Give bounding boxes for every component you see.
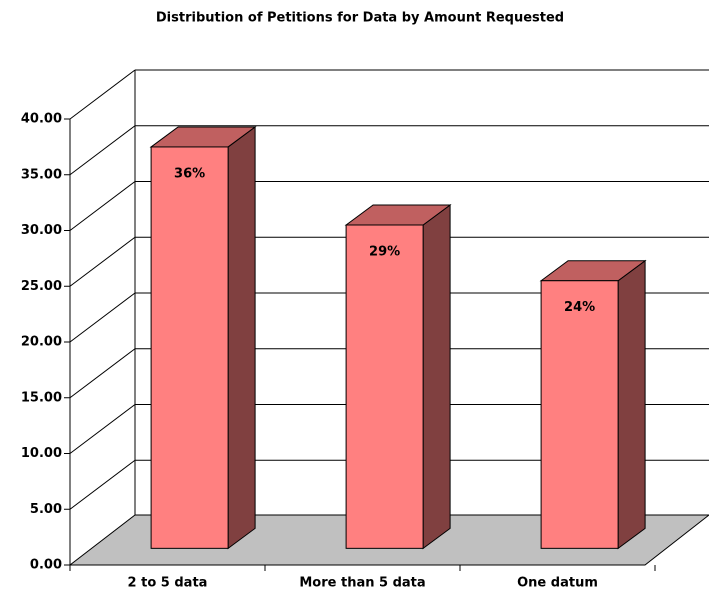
y-tick-label: 20.00 (21, 335, 62, 350)
y-tick-label: 25.00 (21, 279, 62, 294)
chart-title: Distribution of Petitions for Data by Am… (156, 11, 564, 26)
bar-side (422, 203, 451, 550)
x-tick-label: 2 to 5 data (128, 576, 208, 591)
y-tick-label: 40.00 (21, 112, 62, 127)
grid-line (69, 125, 136, 176)
y-tick-label: 0.00 (30, 558, 62, 573)
grid-line (69, 404, 136, 454)
y-tick-label: 5.00 (30, 502, 62, 517)
grid-line (69, 69, 136, 120)
y-tick-label: 35.00 (21, 167, 62, 182)
grid-line (69, 236, 136, 287)
y-tick-label: 15.00 (21, 390, 62, 405)
x-tick-label: One datum (517, 576, 598, 591)
grid-line (69, 181, 136, 231)
grid-line (69, 348, 136, 399)
bar (150, 146, 229, 549)
bar-side (227, 125, 256, 550)
value-label: 36% (174, 166, 205, 181)
grid-line (69, 292, 136, 343)
bar (345, 224, 424, 549)
y-tick-label: 10.00 (21, 446, 62, 461)
value-label: 24% (564, 300, 595, 315)
x-tick-label: More than 5 data (299, 576, 425, 591)
bar-side (617, 259, 646, 550)
value-label: 29% (369, 244, 400, 259)
y-tick-label: 30.00 (21, 223, 62, 238)
bar (540, 280, 619, 549)
grid-line (69, 459, 136, 510)
